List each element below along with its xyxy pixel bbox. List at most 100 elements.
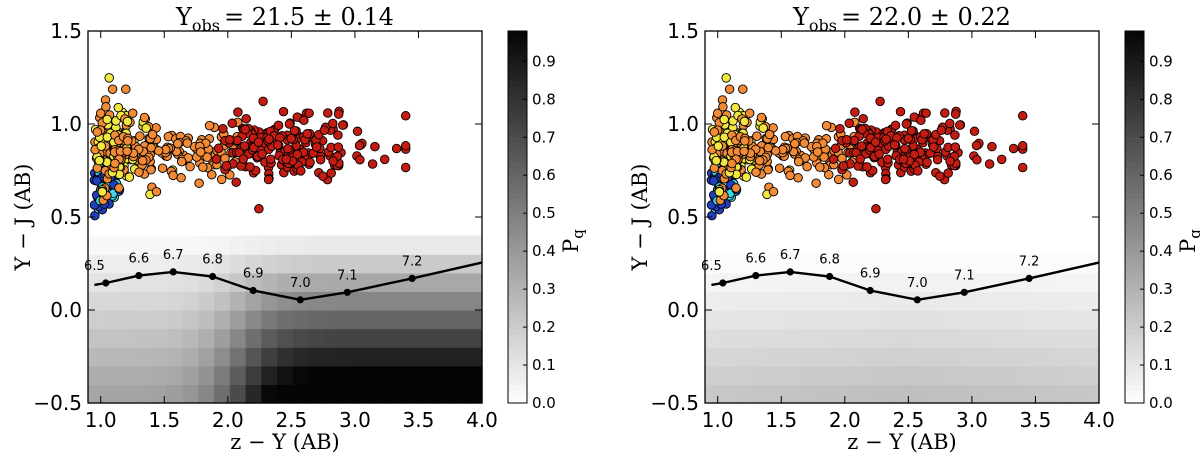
heatmap-cell bbox=[182, 235, 199, 255]
scatter-point bbox=[830, 143, 841, 154]
colorbar-tick-label: 0.1 bbox=[532, 356, 556, 374]
x-tick-label: 1.5 bbox=[765, 408, 797, 432]
heatmap-cell bbox=[909, 272, 927, 292]
colorbar-frame bbox=[507, 30, 528, 404]
colorbar-segment bbox=[1125, 396, 1144, 404]
redshift-label: 6.5 bbox=[84, 259, 105, 274]
scatter-point bbox=[903, 133, 913, 144]
scatter-point bbox=[121, 84, 131, 94]
scatter-point bbox=[768, 186, 779, 197]
scatter-point bbox=[764, 129, 775, 140]
heatmap-cell bbox=[1020, 365, 1037, 385]
track-marker bbox=[135, 272, 143, 280]
colorbar-segment bbox=[508, 347, 527, 354]
heatmap-cell bbox=[371, 328, 389, 348]
colorbar-segment bbox=[1125, 347, 1144, 354]
track-marker bbox=[866, 286, 874, 295]
scatter-point bbox=[727, 158, 737, 169]
scatter-point bbox=[253, 137, 264, 147]
colorbar-tick-label: 0.9 bbox=[1149, 52, 1173, 70]
heatmap-cell bbox=[815, 365, 832, 385]
colorbar-segment bbox=[508, 372, 527, 379]
colorbar-segment bbox=[508, 359, 527, 367]
heatmap-cell bbox=[736, 347, 753, 367]
heatmap-cell bbox=[277, 347, 294, 367]
heatmap-cell bbox=[387, 384, 404, 404]
heatmap-cell bbox=[340, 272, 357, 292]
heatmap-cell bbox=[1083, 272, 1100, 292]
colorbar-segment bbox=[508, 353, 527, 361]
heatmap-cell bbox=[182, 310, 199, 330]
colorbar-segment bbox=[1125, 173, 1144, 181]
colorbar-segment bbox=[508, 378, 527, 385]
heatmap-cell bbox=[799, 328, 816, 348]
heatmap-cell bbox=[182, 272, 199, 292]
colorbar-segment bbox=[1125, 86, 1144, 94]
scatter-point bbox=[819, 152, 829, 162]
heatmap-cell bbox=[340, 235, 357, 255]
heatmap-cell bbox=[736, 254, 753, 274]
scatter-point bbox=[838, 161, 849, 171]
scatter-point bbox=[333, 109, 344, 119]
redshift-track-line bbox=[711, 261, 1100, 302]
heatmap-cell bbox=[815, 328, 832, 348]
heatmap-cell bbox=[705, 272, 722, 292]
scatter-point bbox=[326, 168, 336, 178]
heatmap-cell bbox=[166, 310, 184, 330]
scatter-point bbox=[400, 141, 411, 151]
heatmap-cell bbox=[308, 272, 325, 292]
heatmap-cell bbox=[261, 365, 278, 385]
heatmap-cell bbox=[720, 347, 738, 367]
heatmap-cell bbox=[277, 365, 294, 385]
heatmap-cell bbox=[1020, 328, 1037, 348]
colorbar-segment bbox=[508, 186, 527, 193]
colorbar-segment bbox=[1125, 217, 1144, 224]
scatter-point bbox=[304, 108, 314, 118]
heatmap-cell bbox=[894, 291, 911, 311]
heatmap-cell bbox=[418, 384, 436, 404]
heatmap-cell bbox=[831, 310, 848, 330]
redshift-label: 6.8 bbox=[202, 253, 223, 268]
heatmap-cell bbox=[229, 254, 247, 274]
heatmap-cell bbox=[972, 384, 990, 404]
heatmap-cell bbox=[1004, 384, 1021, 404]
heatmap-cell bbox=[925, 328, 942, 348]
scatter-point bbox=[871, 204, 881, 214]
x-tick-label: 2.5 bbox=[892, 408, 924, 432]
scatter-point bbox=[857, 124, 867, 135]
heatmap-cell bbox=[878, 291, 895, 311]
scatter-point bbox=[137, 155, 148, 166]
heatmap-cell bbox=[355, 310, 373, 330]
colorbar-segment bbox=[508, 285, 527, 292]
heatmap-cell bbox=[418, 272, 436, 292]
scatter-point bbox=[204, 120, 215, 131]
heatmap-cell bbox=[245, 365, 262, 385]
scatter-point bbox=[900, 143, 910, 154]
heatmap-cell bbox=[166, 365, 184, 385]
colorbar: 0.0 0.1 0.2 0.3 0.4 0.5 0.6 0.7 0.8 0.9 Pq bbox=[507, 30, 587, 412]
heatmap-cell bbox=[878, 310, 895, 330]
heatmap-cell bbox=[88, 328, 105, 348]
heatmap-cell bbox=[1083, 384, 1100, 404]
heatmap-cell bbox=[214, 310, 231, 330]
heatmap-cell bbox=[277, 310, 294, 330]
heatmap-cell bbox=[1051, 365, 1069, 385]
scatter-point bbox=[299, 115, 309, 126]
heatmap-cell bbox=[434, 254, 452, 274]
scatter-point bbox=[828, 154, 839, 164]
heatmap-cell bbox=[261, 291, 278, 311]
heatmap-cell bbox=[340, 291, 357, 311]
colorbar-label: Pq bbox=[559, 229, 587, 253]
heatmap-cell bbox=[103, 365, 121, 385]
heatmap-cell bbox=[182, 254, 199, 274]
colorbar-segment bbox=[1125, 37, 1144, 44]
heatmap-cell bbox=[151, 291, 168, 311]
x-tick-label: 1.0 bbox=[85, 408, 117, 432]
heatmap-cell bbox=[831, 254, 848, 274]
heatmap-cell bbox=[103, 235, 121, 255]
heatmap-cell bbox=[198, 310, 215, 330]
scatter-point bbox=[273, 120, 284, 131]
heatmap-cell bbox=[182, 365, 199, 385]
scatter-point bbox=[264, 134, 274, 144]
scatter-point bbox=[354, 140, 365, 151]
